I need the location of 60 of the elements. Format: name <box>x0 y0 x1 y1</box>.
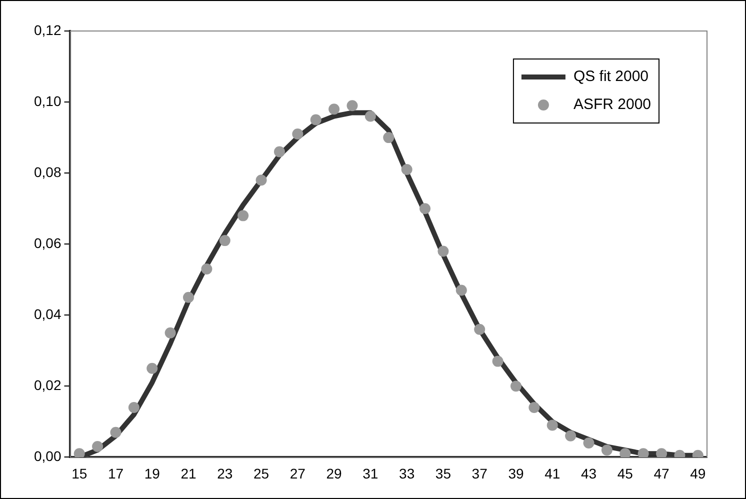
x-tick-label: 15 <box>72 465 88 482</box>
point <box>565 430 576 442</box>
point <box>456 284 467 296</box>
point <box>310 114 322 126</box>
point <box>74 448 85 458</box>
x-tick-label: 47 <box>654 465 670 482</box>
point <box>364 110 376 122</box>
y-tick-label: 0,04 <box>34 306 62 322</box>
y-tick-label: 0,00 <box>34 448 62 464</box>
point <box>656 448 668 458</box>
point <box>528 402 540 413</box>
y-tick-label: 0,08 <box>34 164 62 180</box>
x-tick-label: 49 <box>690 465 706 482</box>
point <box>238 210 249 222</box>
point <box>346 100 358 112</box>
point <box>219 235 230 246</box>
x-tick-label: 23 <box>217 465 233 482</box>
x-tick-label: 21 <box>180 465 196 482</box>
y-tick-label: 0,06 <box>34 234 62 251</box>
x-tick-label: 29 <box>326 465 342 482</box>
x-tick-label: 25 <box>253 465 270 482</box>
point <box>256 174 267 186</box>
point <box>110 426 122 438</box>
point <box>92 441 104 452</box>
y-tick-label: 0,02 <box>34 377 62 394</box>
point <box>492 356 504 367</box>
point <box>601 444 612 456</box>
point <box>620 448 631 458</box>
legend-label: QS fit 2000 <box>573 68 649 86</box>
point <box>164 327 176 338</box>
x-tick-label: 19 <box>144 465 160 482</box>
point <box>183 292 194 303</box>
point <box>638 448 649 458</box>
point <box>474 324 486 335</box>
point <box>546 420 558 431</box>
point <box>420 203 431 214</box>
x-tick-label: 17 <box>108 465 124 482</box>
point <box>383 132 394 144</box>
point <box>146 362 158 374</box>
x-tick-label: 43 <box>580 465 597 482</box>
point <box>510 380 522 392</box>
point <box>328 104 340 115</box>
legend-label: ASFR 2000 <box>573 96 652 114</box>
x-tick-label: 37 <box>472 465 488 482</box>
y-tick-label: 0,10 <box>34 92 62 109</box>
x-tick-label: 27 <box>290 465 306 482</box>
point <box>201 263 212 274</box>
point <box>438 246 449 257</box>
x-tick-label: 39 <box>508 465 524 482</box>
point <box>583 437 594 448</box>
point <box>292 128 304 140</box>
x-tick-label: 31 <box>362 465 378 482</box>
x-tick-label: 33 <box>399 465 415 482</box>
x-tick-label: 35 <box>435 465 452 482</box>
point <box>128 402 140 413</box>
y-tick-label: 0,12 <box>34 22 62 38</box>
x-tick-label: 45 <box>617 465 634 482</box>
x-tick-label: 41 <box>544 465 560 482</box>
point <box>401 164 412 176</box>
point <box>274 146 285 158</box>
